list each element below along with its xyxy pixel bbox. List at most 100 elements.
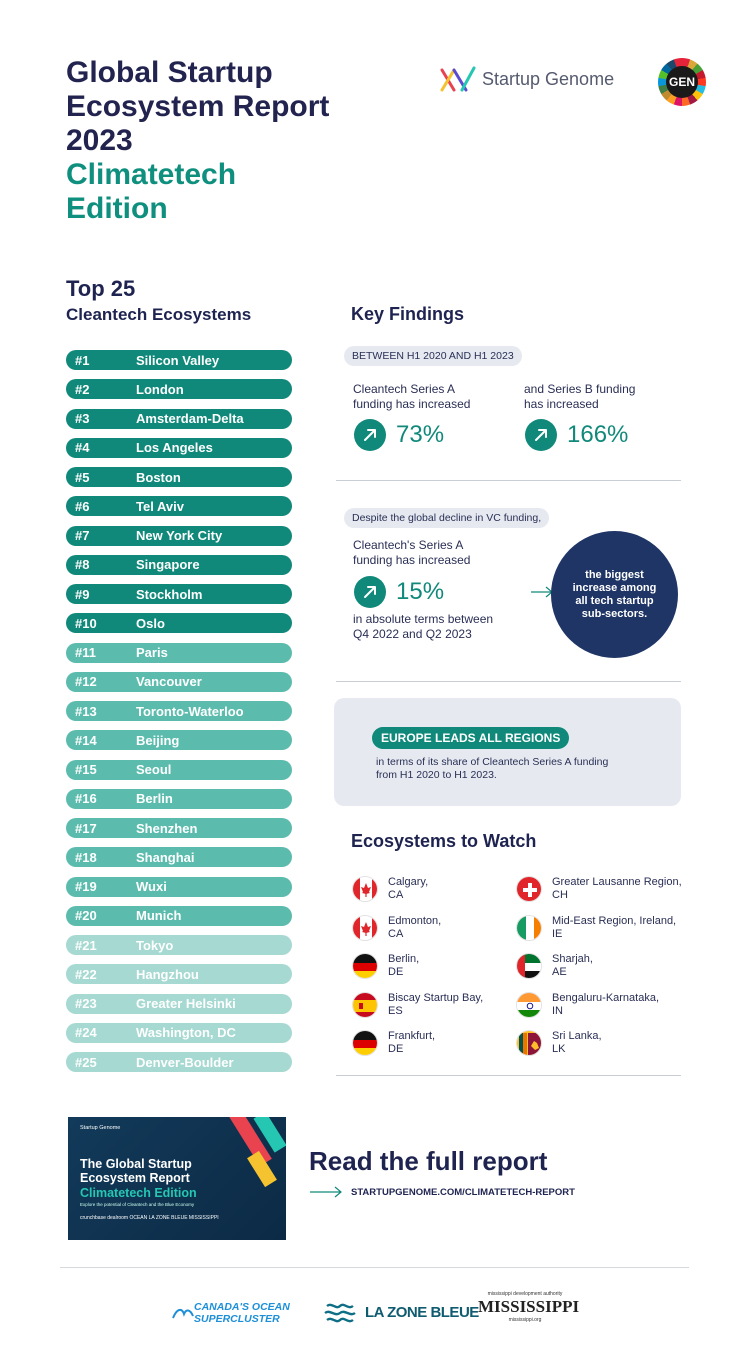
subtitle-line-1: Climatetech — [66, 158, 237, 191]
rank-row: #4 Los Angeles — [66, 437, 292, 458]
canada-flag-icon — [352, 876, 378, 902]
arrow-right-icon — [310, 1186, 342, 1198]
rank-number: #19 — [75, 879, 97, 894]
growth-arrow-icon — [354, 419, 386, 451]
decline-pill: Despite the global decline in VC funding… — [344, 508, 550, 528]
rank-row: #8 Singapore — [66, 554, 292, 575]
ecosystem-country-code: ES — [388, 1004, 403, 1017]
rank-ecosystem-name: Berlin — [136, 791, 173, 807]
ecosystem-to-watch-item: Berlin, DE — [352, 953, 419, 979]
biggest-increase-circle: the biggest increase among all tech star… — [551, 531, 678, 658]
gen-logo: GEN — [658, 58, 706, 106]
rank-ecosystem-name: Boston — [136, 469, 181, 485]
rank-number: #13 — [75, 703, 97, 719]
divider — [336, 1075, 681, 1076]
rank-row: #16 Berlin — [66, 788, 292, 809]
period-pill: BETWEEN H1 2020 AND H1 2023 — [344, 346, 522, 366]
rank-ecosystem-name: Shanghai — [136, 849, 195, 865]
rank-row: #17 Shenzhen — [66, 818, 292, 838]
growth-arrow-icon — [354, 576, 386, 608]
rank-ecosystem-name: Toronto-Waterloo — [136, 703, 244, 719]
series-a-value: 73% — [396, 421, 445, 448]
ecosystem-to-watch-item: Calgary, CA — [352, 876, 428, 902]
title-line-1: Global Startup — [66, 56, 273, 89]
europe-text-line-1: in terms of its share of Cleantech Serie… — [376, 756, 609, 768]
rank-ecosystem-name: Los Angeles — [136, 440, 213, 456]
rank-row: #7 New York City — [66, 525, 292, 546]
rank-number: #17 — [75, 820, 97, 836]
canada-flag-icon — [352, 914, 378, 941]
ecosystems-to-watch-heading: Ecosystems to Watch — [351, 831, 537, 851]
rank-number: #25 — [75, 1054, 97, 1070]
key-findings-heading: Key Findings — [351, 304, 465, 324]
switzerland-flag-icon — [516, 876, 542, 902]
rank-number: #14 — [75, 732, 97, 748]
ecosystem-country-code: IE — [552, 927, 563, 940]
ecosystem-country-code: LK — [552, 1043, 566, 1055]
rank-ecosystem-name: Silicon Valley — [136, 352, 220, 368]
cover-partner-logos: crunchbase dealroom OCEAN LA ZONE BLEUE … — [80, 1215, 219, 1221]
rank-row: #15 Seoul — [66, 759, 292, 780]
ecosystem-to-watch-item: Greater Lausanne Region, CH — [516, 876, 682, 902]
title-line-3: 2023 — [66, 124, 133, 157]
ecosystem-name: Mid-East Region, Ireland, — [552, 914, 677, 927]
ecosystem-label: Frankfurt, DE — [388, 1030, 435, 1056]
rank-number: #1 — [75, 352, 90, 368]
rank-row: #20 Munich — [66, 905, 292, 926]
ecosystem-country-code: AE — [552, 966, 567, 978]
ecosystem-name: Bengaluru-Karnataka, — [552, 991, 660, 1004]
rank-ecosystem-name: Hangzhou — [136, 966, 199, 982]
ecosystem-label: Biscay Startup Bay, ES — [388, 992, 483, 1018]
ecosystem-label: Sharjah, AE — [552, 953, 593, 979]
rank-number: #11 — [75, 645, 96, 660]
rank-row: #5 Boston — [66, 467, 292, 487]
abs-text-line-1: Cleantech's Series A — [353, 538, 464, 552]
abs-value: 15% — [396, 578, 445, 605]
canada-line-2: SUPERCLUSTER — [194, 1313, 280, 1325]
top25-subheading: Cleantech Ecosystems — [66, 305, 252, 324]
rank-number: #22 — [75, 966, 97, 982]
rank-row: #18 Shanghai — [66, 847, 292, 868]
rank-number: #23 — [75, 996, 97, 1011]
series-b-value: 166% — [567, 421, 629, 448]
series-a-stat: 73% — [354, 419, 444, 451]
rank-row: #22 Hangzhou — [66, 964, 292, 985]
rank-row: #12 Vancouver — [66, 671, 292, 692]
rank-row: #19 Wuxi — [66, 876, 292, 897]
rank-ecosystem-name: Shenzhen — [136, 820, 198, 836]
sri-lanka-flag-icon — [516, 1030, 542, 1056]
canada-line-1: CANADA'S OCEAN — [194, 1301, 290, 1313]
ecosystem-name: Calgary, — [388, 876, 429, 888]
rank-ecosystem-name: Tokyo — [136, 937, 174, 953]
rank-ecosystem-name: Washington, DC — [136, 1025, 236, 1041]
ecosystem-label: Bengaluru-Karnataka, IN — [552, 992, 659, 1018]
rank-ecosystem-name: Vancouver — [136, 674, 202, 690]
ecosystem-name: Sri Lanka, — [552, 1030, 602, 1042]
report-url[interactable]: STARTUPGENOME.COM/CLIMATETECH-REPORT — [351, 1186, 575, 1198]
ecosystem-country-code: DE — [388, 1043, 404, 1055]
ecosystem-label: Berlin, DE — [388, 953, 419, 979]
rank-row: #9 Stockholm — [66, 584, 292, 604]
rank-number: #3 — [75, 411, 90, 426]
startup-genome-logo: Startup Genome — [440, 64, 614, 94]
ecosystem-to-watch-item: Frankfurt, DE — [352, 1030, 435, 1056]
abs-text-bottom: in absolute terms between Q4 2022 and Q2… — [353, 612, 493, 642]
rank-row: #25 Denver-Boulder — [66, 1052, 292, 1072]
rank-ecosystem-name: Wuxi — [136, 879, 167, 894]
rank-number: #2 — [75, 381, 90, 397]
growth-arrow-icon — [525, 419, 557, 451]
ecosystem-country-code: CH — [552, 889, 568, 901]
germany-flag-icon — [352, 1030, 378, 1056]
rank-row: #14 Beijing — [66, 730, 292, 751]
ecosystem-country-code: CA — [388, 889, 404, 901]
startup-genome-text: Startup Genome — [482, 68, 615, 89]
report-link[interactable]: STARTUPGENOME.COM/CLIMATETECH-REPORT — [309, 1186, 575, 1198]
rank-number: #21 — [75, 937, 97, 953]
abs-stat: 15% — [354, 576, 444, 608]
series-b-text: and Series B funding has increased — [524, 382, 635, 412]
ecosystem-country-code: DE — [388, 966, 404, 978]
abs-text-line-4: Q4 2022 and Q2 2023 — [353, 627, 472, 641]
abs-text-top: Cleantech's Series A funding has increas… — [353, 538, 470, 568]
report-cover-thumbnail[interactable]: Startup Genome The Global Startup Ecosys… — [68, 1117, 286, 1240]
rank-ecosystem-name: Amsterdam-Delta — [136, 411, 244, 426]
